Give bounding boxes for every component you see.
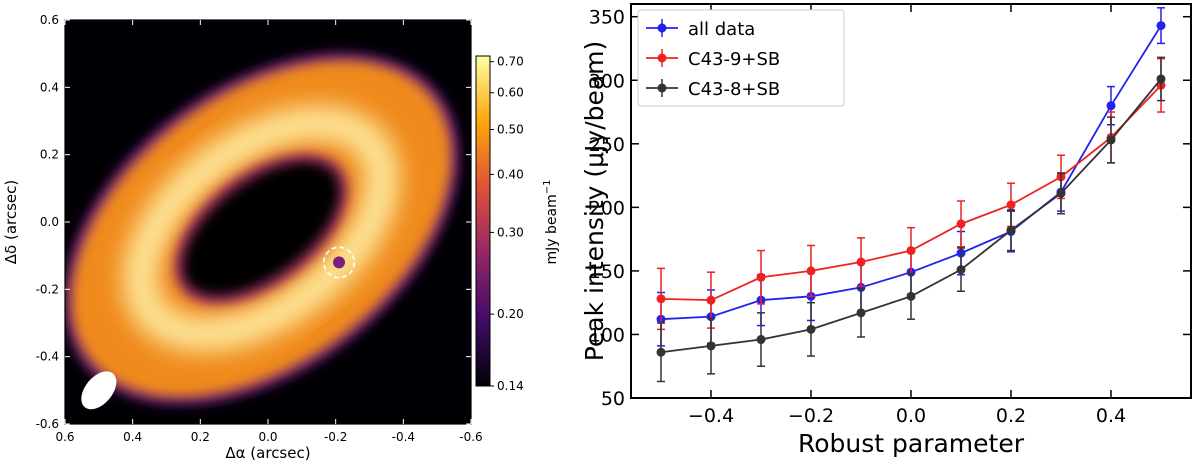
image-xlabel: Δα (arcsec) bbox=[225, 444, 310, 462]
cavity bbox=[182, 161, 340, 296]
colorbar-tick-label: 0.70 bbox=[497, 55, 524, 69]
chart-xtick-label: 0.4 bbox=[1096, 405, 1126, 427]
dust-ring bbox=[65, 52, 460, 405]
data-point bbox=[906, 246, 916, 256]
legend-marker bbox=[657, 83, 667, 93]
colorbar-tick-label: 0.40 bbox=[497, 167, 524, 181]
image-ytick-label: -0.2 bbox=[36, 282, 59, 296]
data-point bbox=[656, 347, 666, 357]
data-point bbox=[706, 295, 716, 305]
data-point bbox=[956, 265, 966, 275]
data-point bbox=[956, 219, 966, 229]
legend-marker bbox=[657, 53, 667, 63]
legend-label: C43-8+SB bbox=[688, 79, 780, 100]
chart-xtick-label: −0.2 bbox=[788, 405, 834, 427]
chart-xlabel: Robust parameter bbox=[798, 429, 1025, 458]
chart-ytick-label: 350 bbox=[589, 7, 625, 29]
data-point bbox=[1006, 200, 1016, 210]
chart-ytick-label: 300 bbox=[589, 70, 625, 92]
data-point bbox=[856, 257, 866, 267]
image-ytick-label: -0.4 bbox=[36, 350, 59, 364]
image-ytick-label: -0.6 bbox=[36, 417, 59, 431]
peak-intensity-chart: −0.4 −0.2 0.0 0.2 0.4 50 100 150 200 250 300 350 Ro… bbox=[580, 3, 1192, 458]
colorbar-tick-label: 0.14 bbox=[497, 379, 524, 393]
colorbar: 0.14 0.20 0.30 0.40 0.50 0.60 0.70 mJy beam−1 bbox=[475, 55, 560, 393]
data-point bbox=[856, 308, 866, 318]
legend-box bbox=[637, 9, 845, 107]
chart-xtick-label: 0.2 bbox=[996, 405, 1026, 427]
series-3 bbox=[656, 56, 1166, 383]
image-xtick-label: 0.6 bbox=[55, 430, 74, 444]
colorbar-tick-label: 0.30 bbox=[497, 225, 524, 239]
beam-ellipse bbox=[81, 371, 117, 410]
image-xtick-label: -0.4 bbox=[392, 430, 415, 444]
data-point bbox=[756, 272, 766, 282]
data-point bbox=[756, 335, 766, 345]
chart-ytick-label: 100 bbox=[589, 324, 625, 346]
data-point bbox=[1106, 101, 1116, 111]
chart-xtick-label: 0.0 bbox=[896, 405, 926, 427]
chart-ytick-label: 50 bbox=[601, 388, 625, 410]
colorbar-tick-label: 0.60 bbox=[497, 86, 524, 100]
data-point bbox=[806, 324, 816, 334]
chart-ylabel: Peak intensity (μJy/beam) bbox=[580, 41, 609, 362]
data-point bbox=[656, 294, 666, 304]
image-xtick-label: 0.0 bbox=[258, 430, 277, 444]
legend-label: all data bbox=[688, 19, 755, 40]
chart-ytick-label: 200 bbox=[589, 197, 625, 219]
legend-label: C43-9+SB bbox=[688, 49, 780, 70]
colorbar-tick-label: 0.20 bbox=[497, 307, 524, 321]
legend-marker bbox=[657, 23, 667, 33]
image-xtick-label: 0.2 bbox=[191, 430, 210, 444]
image-ylabel: Δδ (arcsec) bbox=[2, 180, 20, 264]
image-ytick-label: 0.0 bbox=[40, 215, 59, 229]
data-point bbox=[806, 266, 816, 276]
data-point bbox=[706, 341, 716, 351]
colorbar-label: mJy beam−1 bbox=[542, 180, 560, 265]
data-point bbox=[1156, 74, 1166, 84]
chart-xtick-label: −0.4 bbox=[688, 405, 734, 427]
colorbar-tick-label: 0.50 bbox=[497, 122, 524, 136]
ring-peak-band bbox=[123, 106, 400, 352]
data-point bbox=[1156, 21, 1166, 31]
data-point bbox=[1106, 135, 1116, 145]
compact-source bbox=[333, 256, 346, 269]
data-point bbox=[856, 282, 866, 292]
image-ytick-label: 0.4 bbox=[40, 80, 59, 94]
compact-source-circle bbox=[323, 246, 356, 279]
data-point bbox=[906, 291, 916, 301]
disk-image-panel: 0.6 0.4 0.2 0.0 -0.2 -0.4 -0.60.60.40.20.0-0.2… bbox=[2, 13, 483, 462]
chart-ytick-label: 250 bbox=[589, 134, 625, 156]
data-point bbox=[1006, 225, 1016, 235]
legend: all data C43-9+SB C43-8+SB bbox=[637, 9, 845, 107]
image-ytick-label: 0.2 bbox=[40, 148, 59, 162]
chart-ytick-label: 150 bbox=[589, 261, 625, 283]
colorbar-gradient bbox=[475, 55, 491, 387]
image-xtick-label: -0.2 bbox=[324, 430, 347, 444]
image-xtick-label: -0.6 bbox=[459, 430, 482, 444]
image-xtick-label: 0.4 bbox=[123, 430, 142, 444]
data-point bbox=[1056, 188, 1066, 198]
image-ytick-label: 0.6 bbox=[40, 13, 59, 27]
